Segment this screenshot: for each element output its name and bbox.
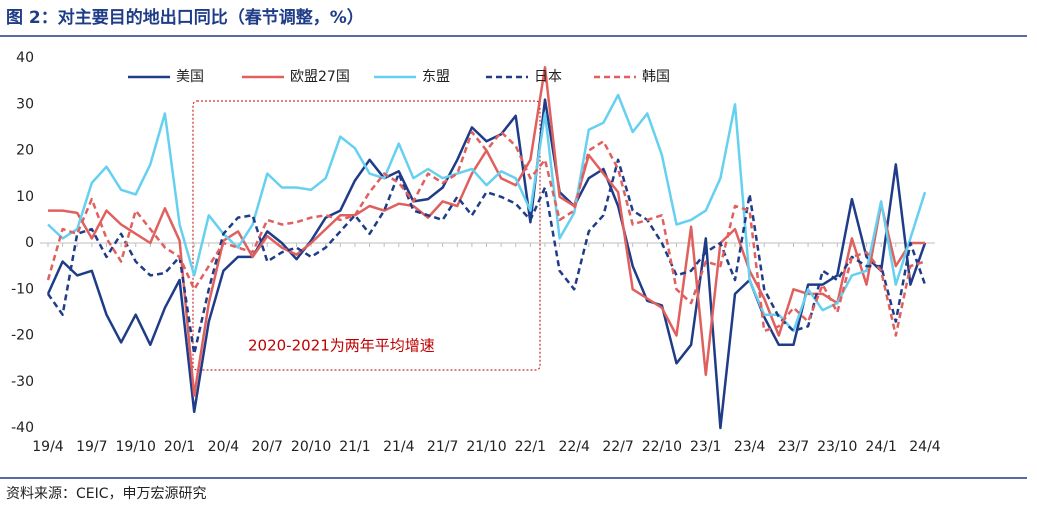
x-tick-label: 21/1 (339, 439, 370, 455)
series-line (47, 93, 927, 333)
legend-label: 韩国 (642, 69, 670, 85)
x-tick-label: 24/4 (909, 439, 941, 455)
x-tick-label: 20/7 (252, 439, 283, 455)
series-line (46, 98, 927, 430)
y-tick-label: -40 (11, 420, 34, 436)
x-tick-label: 22/1 (515, 439, 546, 455)
x-tick-label: 19/7 (76, 439, 107, 455)
source: 资料来源：CEIC，申万宏源研究 (6, 486, 207, 502)
legend-label: 日本 (534, 69, 562, 85)
y-tick-label: 40 (16, 50, 34, 66)
chart-title: 图 2：对主要目的地出口同比（春节调整，%） (6, 7, 364, 28)
x-tick-label: 20/4 (208, 439, 240, 455)
x-tick-label: 23/10 (817, 439, 857, 455)
series-line (48, 66, 925, 397)
x-tick-label: 20/1 (164, 439, 195, 455)
y-tick-label: -10 (11, 281, 34, 297)
legend-label: 美国 (176, 69, 204, 85)
y-tick-label: 0 (25, 235, 34, 251)
y-tick-label: -30 (11, 374, 34, 390)
x-tick-label: 23/7 (778, 439, 809, 455)
x-tick-label: 23/4 (734, 439, 766, 455)
x-tick-label: 22/4 (558, 439, 590, 455)
x-tick-label: 19/4 (32, 439, 64, 455)
series-line (46, 130, 926, 337)
x-tick-label: 22/7 (602, 439, 633, 455)
x-tick-label: 23/1 (690, 439, 721, 455)
x-tick-label: 20/10 (291, 439, 331, 455)
y-tick-label: -20 (11, 328, 34, 344)
y-tick-label: 10 (16, 189, 34, 205)
y-tick-label: 30 (16, 96, 34, 112)
x-tick-label: 24/1 (865, 439, 896, 455)
y-tick-label: 20 (16, 143, 34, 159)
x-tick-label: 19/10 (116, 439, 156, 455)
legend-label: 欧盟27国 (290, 69, 350, 85)
x-tick-label: 21/10 (466, 439, 506, 455)
x-tick-label: 21/7 (427, 439, 458, 455)
annotation: 2020-2021为两年平均增速 (248, 337, 435, 355)
annotation-box (192, 100, 541, 371)
x-tick-label: 21/4 (383, 439, 415, 455)
x-tick-label: 22/10 (642, 439, 682, 455)
legend-label: 东盟 (422, 69, 450, 85)
